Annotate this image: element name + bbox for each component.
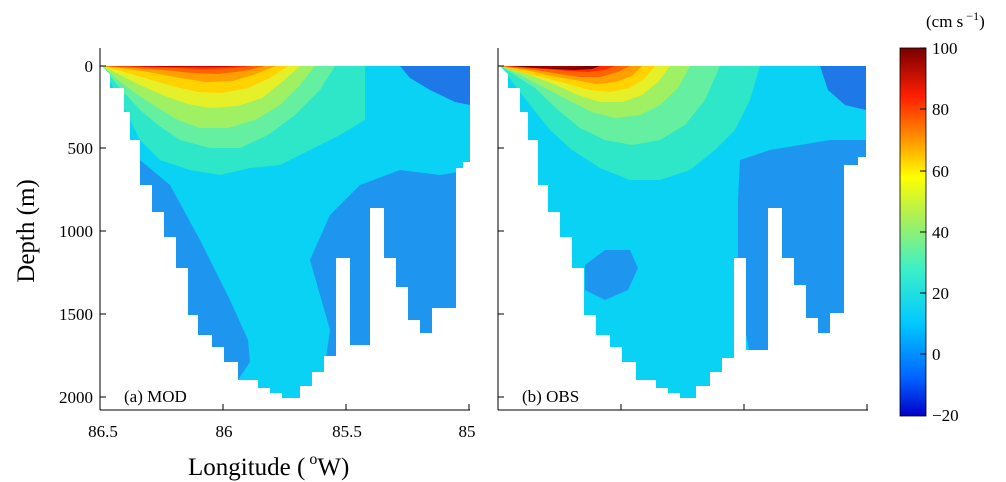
colorbar: 100 80 60 40 20 0 −20 (cm s −1) <box>899 9 985 425</box>
panel-a-y-ticks: 0 500 1000 1500 2000 <box>59 57 106 407</box>
panel-b: (b) OBS <box>497 48 868 411</box>
y-tick-label: 0 <box>85 57 94 76</box>
colorbar-tick-label: 100 <box>932 39 958 58</box>
colorbar-tick-label: 40 <box>932 223 949 242</box>
panel-a: 0 500 1000 1500 2000 86.5 86 85.5 85 (a)… <box>59 48 476 441</box>
panel-a-x-ticks: 86.5 86 85.5 85 <box>88 404 476 441</box>
panel-b-label: (b) OBS <box>522 387 579 406</box>
panel-a-contours <box>102 66 470 398</box>
panel-b-x-ticks <box>620 404 868 410</box>
colorbar-unit: (cm s −1) <box>926 9 985 31</box>
colorbar-tick-label: −20 <box>932 406 959 425</box>
panel-a-label: (a) MOD <box>124 387 187 406</box>
colorbar-tick-label: 60 <box>932 162 949 181</box>
colorbar-tick-label: 80 <box>932 100 949 119</box>
y-axis-title: Depth (m) <box>13 179 40 282</box>
y-tick-label: 1000 <box>59 222 93 241</box>
x-tick-label: 86 <box>216 422 233 441</box>
y-tick-label: 1500 <box>59 305 93 324</box>
y-tick-label: 500 <box>68 139 94 158</box>
x-tick-label: 86.5 <box>88 422 118 441</box>
colorbar-tick-label: 0 <box>932 345 941 364</box>
x-axis-title: Longitude (oW) <box>188 451 349 481</box>
panel-b-y-ticks <box>498 65 504 398</box>
x-tick-label: 85 <box>459 422 476 441</box>
x-tick-label: 85.5 <box>332 422 362 441</box>
panel-b-contours <box>500 66 866 398</box>
colorbar-ticks: 100 80 60 40 20 0 −20 <box>920 39 959 425</box>
colorbar-tick-label: 20 <box>932 284 949 303</box>
y-tick-label: 2000 <box>59 388 93 407</box>
